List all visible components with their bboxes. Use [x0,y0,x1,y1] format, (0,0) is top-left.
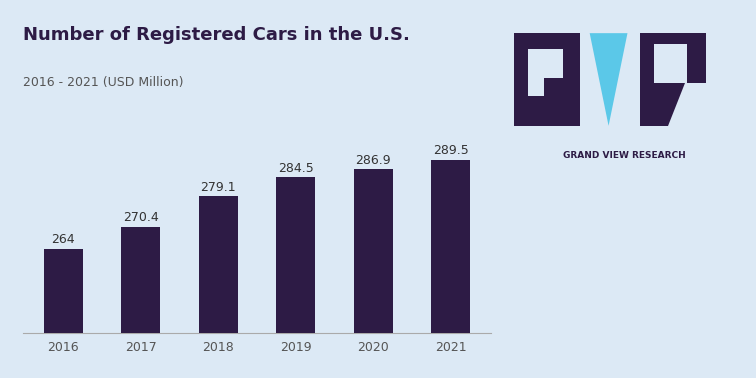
Bar [432,160,470,378]
Text: 284.5: 284.5 [278,162,314,175]
Text: 289.5: 289.5 [433,144,469,158]
Bar [122,226,160,378]
Bar [528,49,563,96]
Text: 286.9: 286.9 [355,153,391,167]
Text: 2016 - 2021 (USD Million): 2016 - 2021 (USD Million) [23,76,183,88]
Bar [354,169,392,378]
Bar [640,33,705,126]
Bar [44,249,82,378]
Bar [514,33,580,126]
Text: 270.4: 270.4 [123,211,159,224]
Bar [654,44,686,83]
Polygon shape [590,33,627,126]
Bar [277,177,315,378]
Text: 279.1: 279.1 [200,181,236,194]
Polygon shape [668,83,705,126]
Text: GRAND VIEW RESEARCH: GRAND VIEW RESEARCH [563,151,686,160]
Bar [544,78,565,96]
Bar [199,196,237,378]
Text: 264: 264 [51,234,75,246]
Text: Number of Registered Cars in the U.S.: Number of Registered Cars in the U.S. [23,26,410,45]
